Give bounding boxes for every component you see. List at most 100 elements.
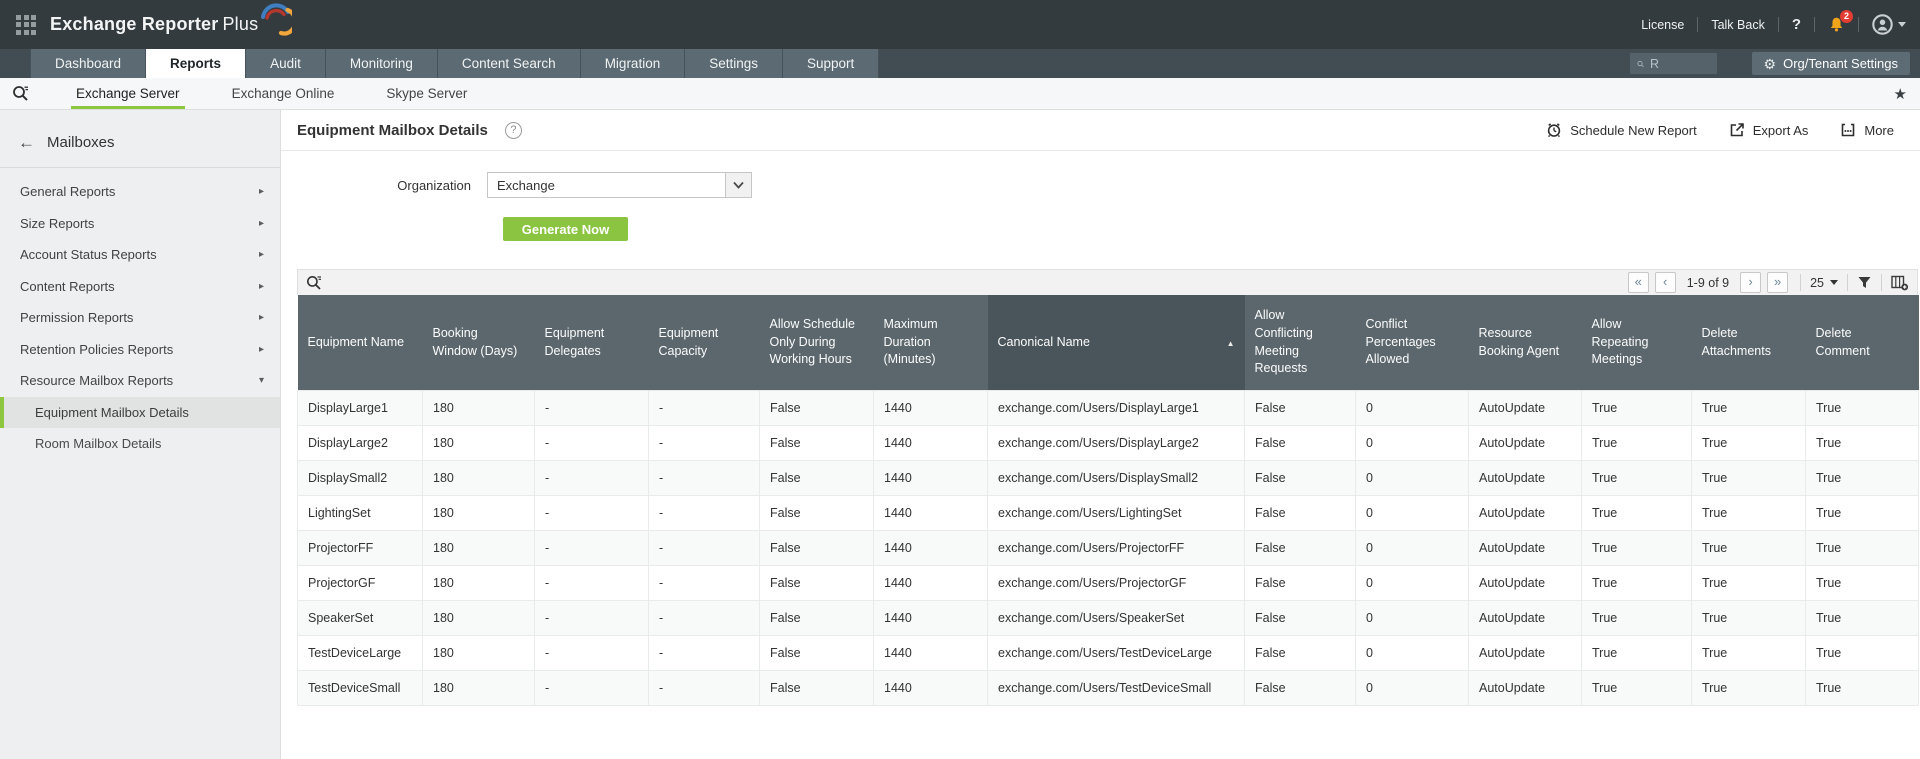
column-header-allow-conflicting-meeting-requests[interactable]: Allow Conflicting Meeting Requests [1244,295,1356,391]
table-cell: DisplayLarge1 [297,390,423,426]
table-cell: 0 [1355,530,1469,566]
subtab-skype-server[interactable]: Skype Server [386,86,468,101]
nav-tab-migration[interactable]: Migration [580,49,686,78]
table-toolbar: « ‹ 1-9 of 9 › » 25 [297,269,1918,295]
app-grid-icon[interactable] [16,14,36,35]
export-as-button[interactable]: Export As [1729,122,1808,138]
table-cell: 180 [422,425,535,461]
table-cell: exchange.com/Users/TestDeviceLarge [987,635,1245,671]
column-header-label: Booking Window (Days) [432,325,518,358]
table-cell: AutoUpdate [1468,670,1582,706]
divider [1777,17,1779,32]
table-search-icon[interactable] [306,275,322,291]
sidebar-item-equipment-mailbox-details[interactable]: Equipment Mailbox Details [0,396,280,428]
column-header-allow-schedule-only-during-working-hours[interactable]: Allow Schedule Only During Working Hours [759,295,874,391]
column-header-equipment-delegates[interactable]: Equipment Delegates [534,295,649,391]
nav-tab-audit[interactable]: Audit [246,49,326,78]
column-header-label: Allow Repeating Meetings [1591,316,1649,367]
page-size-select[interactable]: 25 [1810,276,1838,290]
table-cell: False [759,460,874,496]
generate-now-button[interactable]: Generate Now [503,217,628,241]
sidebar-item-label: Size Reports [20,215,95,231]
back-arrow-icon[interactable]: ← [18,132,35,152]
table-cell: exchange.com/Users/ProjectorFF [987,530,1245,566]
more-button[interactable]: More [1840,122,1894,138]
user-avatar-icon [1872,14,1893,35]
org-tenant-settings-button[interactable]: ⚙ Org/Tenant Settings [1751,52,1910,75]
column-header-label: Maximum Duration (Minutes) [883,316,938,367]
column-header-equipment-capacity[interactable]: Equipment Capacity [648,295,760,391]
column-header-booking-window-days-[interactable]: Booking Window (Days) [422,295,535,391]
table-cell: True [1691,635,1806,671]
help-icon[interactable]: ? [1791,16,1801,33]
table-cell: exchange.com/Users/DisplaySmall2 [987,460,1245,496]
column-header-label: Allow Conflicting Meeting Requests [1254,308,1313,376]
table-cell: - [534,530,649,566]
table-cell: 0 [1355,390,1469,426]
talk-back-link[interactable]: Talk Back [1711,17,1765,32]
sidebar-item-permission-reports[interactable]: Permission Reports ▸ [0,302,280,334]
organization-select[interactable]: Exchange [487,172,752,198]
notification-count-badge: 2 [1840,10,1853,23]
table-cell: 0 [1355,635,1469,671]
filter-icon[interactable] [1857,275,1872,290]
divider [0,167,280,168]
column-header-canonical-name[interactable]: Canonical Name ▲ [987,295,1245,391]
column-header-resource-booking-agent[interactable]: Resource Booking Agent [1468,295,1582,391]
global-search[interactable] [1630,53,1717,74]
sidebar-item-account-status-reports[interactable]: Account Status Reports ▸ [0,239,280,271]
table-row: LightingSet 180- - False 1440 exchange.com/Us… [297,495,1919,531]
schedule-new-report-button[interactable]: Schedule New Report [1546,122,1697,138]
table-cell: 180 [422,670,535,706]
pagination-first-button[interactable]: « [1627,272,1649,293]
table-cell: True [1805,495,1919,531]
nav-tab-reports[interactable]: Reports [146,49,247,78]
pagination-next-button[interactable]: › [1740,272,1762,293]
nav-tab-content-search[interactable]: Content Search [437,49,581,78]
nav-tab-dashboard[interactable]: Dashboard [30,49,147,78]
sidebar-title: Mailboxes [47,134,115,151]
nav-tab-settings[interactable]: Settings [685,49,783,78]
column-chooser-icon[interactable] [1891,275,1909,291]
table-cell: - [534,565,649,601]
column-header-maximum-duration-minutes-[interactable]: Maximum Duration (Minutes) [873,295,988,391]
license-link[interactable]: License [1641,17,1685,32]
sidebar-item-label: General Reports [20,184,116,200]
report-help-icon[interactable]: ? [504,121,522,139]
table-cell: 1440 [873,565,988,601]
table-cell: True [1581,495,1692,531]
report-search-icon[interactable] [12,78,29,109]
sidebar-item-general-reports[interactable]: General Reports ▸ [0,176,280,208]
column-header-allow-repeating-meetings[interactable]: Allow Repeating Meetings [1581,295,1692,391]
subtab-exchange-server[interactable]: Exchange Server [71,78,185,109]
table-cell: - [648,460,760,496]
nav-tab-support[interactable]: Support [783,49,880,78]
column-header-delete-attachments[interactable]: Delete Attachments [1691,295,1806,391]
subtab-exchange-online[interactable]: Exchange Online [231,86,335,101]
dropdown-button[interactable] [725,173,751,197]
table-cell: - [648,670,760,706]
table-cell: ProjectorGF [297,565,423,601]
search-input[interactable] [1650,56,1710,71]
nav-tab-monitoring[interactable]: Monitoring [325,49,438,78]
column-header-delete-comment[interactable]: Delete Comment [1805,295,1919,391]
table-cell: - [648,425,760,461]
table-cell: True [1581,390,1692,426]
table-cell: AutoUpdate [1468,495,1582,531]
sidebar-item-label: Account Status Reports [20,247,157,263]
sidebar-item-size-reports[interactable]: Size Reports ▸ [0,208,280,240]
user-menu[interactable] [1872,14,1906,35]
column-header-equipment-name[interactable]: Equipment Name [297,295,423,391]
sidebar: ← Mailboxes General Reports ▸ Size Reports… [0,110,281,759]
column-header-conflict-percentages-allowed[interactable]: Conflict Percentages Allowed [1355,295,1469,391]
sidebar-item-retention-policies-reports[interactable]: Retention Policies Reports ▸ [0,334,280,366]
pagination-prev-button[interactable]: ‹ [1654,272,1676,293]
sidebar-item-content-reports[interactable]: Content Reports ▸ [0,271,280,303]
table-cell: 1440 [873,670,988,706]
sidebar-item-room-mailbox-details[interactable]: Room Mailbox Details [35,435,162,451]
sidebar-item-resource-mailbox-reports[interactable]: Resource Mailbox Reports ▾ [0,365,280,397]
notifications-bell-icon[interactable]: 2 [1828,10,1853,33]
pagination-last-button[interactable]: » [1767,272,1789,293]
chevron-right-icon: ▸ [258,312,264,324]
favorite-star-icon[interactable]: ★ [1893,86,1907,103]
